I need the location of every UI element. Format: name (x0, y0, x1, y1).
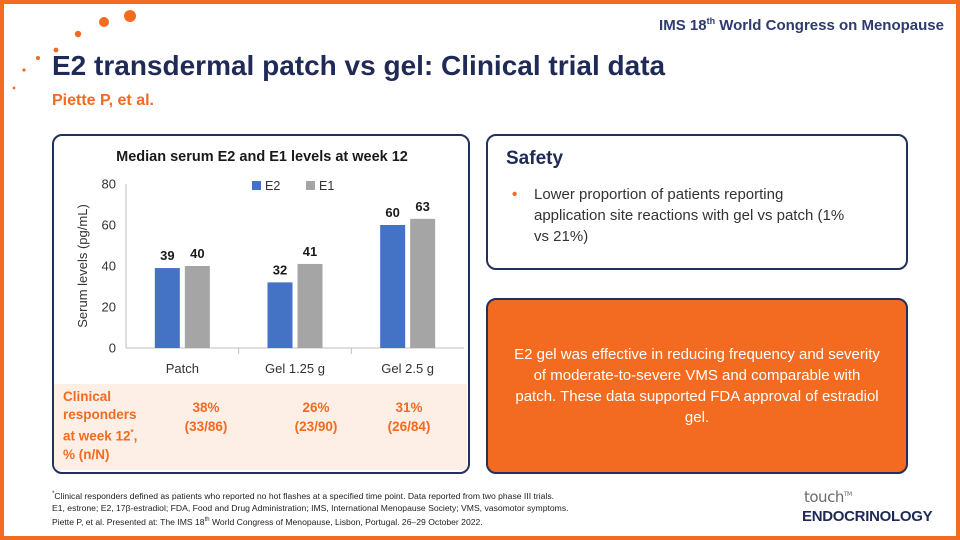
responder-value-gel-2-5: 31% (26/84) (387, 400, 431, 434)
footnote-abbreviations: E1, estrone; E2, 17β-estradiol; FDA, Foo… (52, 502, 569, 513)
bar-e1 (184, 266, 210, 348)
footnotes: *Clinical responders defined as patients… (52, 488, 652, 528)
data-label: 60 (385, 205, 399, 220)
data-label: 32 (273, 262, 287, 277)
responder-value-patch: 38% (33/86) (184, 400, 228, 434)
bullet-icon: • (512, 186, 518, 203)
bar-e1 (410, 218, 436, 348)
y-tick-label: 80 (102, 177, 116, 192)
touch-endocrinology-logo: touchTM ENDOCRINOLOGY (802, 488, 933, 525)
safety-panel: Safety • Lower proportion of patients re… (486, 134, 908, 270)
legend-swatch-e2 (252, 181, 261, 190)
decorative-dots-icon (12, 10, 136, 90)
y-axis-label: Serum levels (pg/mL) (75, 204, 90, 328)
x-tick-label: Gel 1.25 g (265, 361, 325, 376)
data-label: 39 (160, 248, 174, 263)
x-tick-label: Gel 2.5 g (381, 361, 434, 376)
legend-entry-e1: E1 (319, 179, 334, 193)
conclusion-text: E2 gel was effective in reducing frequen… (514, 346, 880, 426)
chart-panel: Median serum E2 and E1 levels at week 12… (52, 134, 470, 474)
bar-e2 (267, 282, 293, 348)
y-tick-label: 0 (109, 341, 116, 356)
legend-swatch-e1 (306, 181, 315, 190)
responders-label: Clinical responders at week 12*, % (n/N) (63, 389, 138, 462)
bar-chart: Median serum E2 and E1 levels at week 12… (75, 149, 464, 376)
page-title: E2 transdermal patch vs gel: Clinical tr… (52, 50, 666, 81)
conclusion-panel: E2 gel was effective in reducing frequen… (486, 298, 908, 474)
y-tick-label: 60 (102, 218, 116, 233)
safety-title: Safety (506, 148, 564, 169)
footnote-responders: *Clinical responders defined as patients… (52, 490, 555, 501)
bar-e2 (154, 268, 180, 348)
bar-e1 (297, 263, 323, 348)
safety-bullet: • Lower proportion of patients reporting… (512, 186, 845, 245)
y-tick-label: 40 (102, 259, 116, 274)
x-tick-label: Patch (166, 361, 199, 376)
author-citation: Piette P, et al. (52, 92, 154, 109)
responder-value-gel-1-25: 26% (23/90) (294, 400, 338, 434)
y-tick-label: 20 (102, 300, 116, 315)
clinical-responders-row: Clinical responders at week 12*, % (n/N)… (54, 384, 467, 470)
data-label: 63 (415, 199, 429, 214)
chart-title: Median serum E2 and E1 levels at week 12 (116, 149, 408, 165)
bar-e2 (380, 225, 406, 348)
footnote-reference: Piette P, et al. Presented at: The IMS 1… (52, 516, 483, 527)
data-label: 41 (303, 244, 317, 259)
conference-name: IMS 18th World Congress on Menopause (659, 16, 944, 34)
data-label: 40 (190, 246, 204, 261)
legend-entry-e2: E2 (265, 179, 280, 193)
